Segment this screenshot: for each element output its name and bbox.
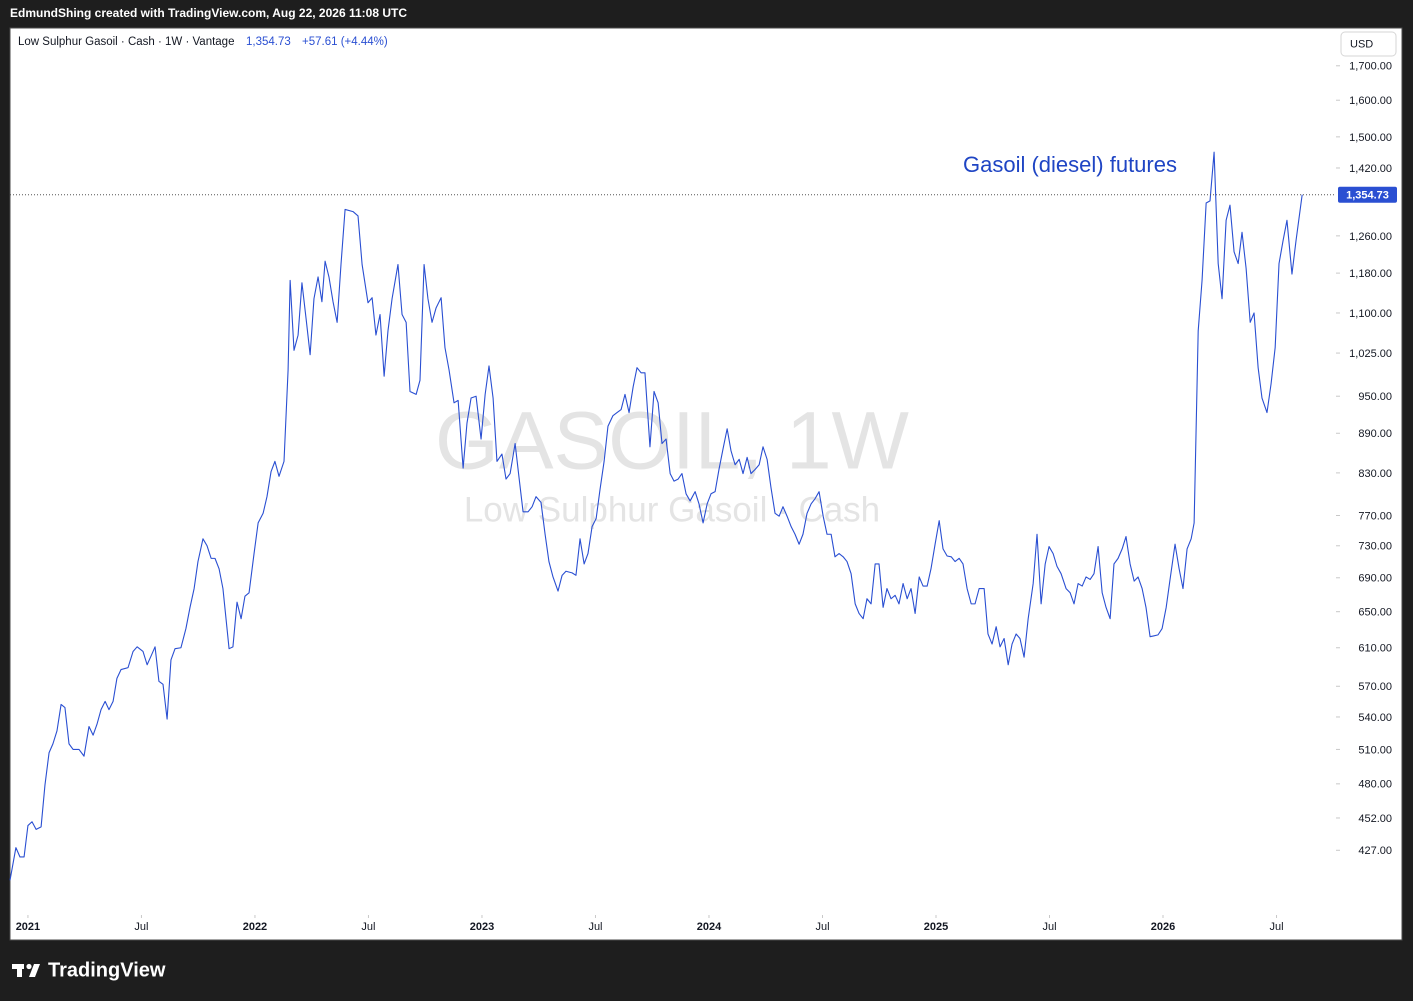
byline: EdmundShing created with TradingView.com…: [10, 6, 407, 20]
x-tick-label: Jul: [1042, 921, 1056, 933]
y-tick-label: 690.00: [1358, 573, 1392, 585]
last-price-marker: [1338, 186, 1397, 203]
y-tick-label: 452.00: [1358, 813, 1392, 825]
watermark-subtitle: Low Sulphur Gasoil · Cash: [464, 490, 880, 529]
y-tick-label: 1,260.00: [1349, 231, 1392, 243]
y-tick-label: 570.00: [1358, 681, 1392, 693]
y-tick-label: 510.00: [1358, 744, 1392, 756]
x-tick-label: 2026: [1151, 921, 1175, 933]
x-tick-label: Jul: [361, 921, 375, 933]
y-tick-label: 540.00: [1358, 712, 1392, 724]
logo-shape: [26, 963, 32, 970]
x-tick-label: 2023: [470, 921, 494, 933]
watermark-title: GASOIL, 1W: [435, 396, 910, 487]
y-tick-label: 1,025.00: [1349, 348, 1392, 360]
y-tick-label: 950.00: [1358, 391, 1392, 403]
x-tick-label: Jul: [815, 921, 829, 933]
x-tick-label: 2025: [924, 921, 948, 933]
y-tick-label: 830.00: [1358, 468, 1392, 480]
header-change: +57.61 (+4.44%): [302, 36, 388, 48]
price-line: [9, 151, 1303, 881]
x-tick-label: Jul: [134, 921, 148, 933]
x-tick-label: Jul: [588, 921, 602, 933]
footer-brand: TradingView: [48, 959, 166, 981]
x-tick-label: 2024: [697, 921, 722, 933]
x-tick-label: Jul: [1269, 921, 1283, 933]
logo-shape: [17, 964, 22, 977]
y-tick-label: 1,420.00: [1349, 163, 1392, 175]
y-tick-label: 650.00: [1358, 607, 1392, 619]
last-price-label: 1,354.73: [1346, 190, 1389, 202]
header-price: 1,354.73: [246, 36, 291, 48]
currency[interactable]: USD: [1350, 38, 1373, 50]
x-tick-label: 2022: [243, 921, 267, 933]
logo-shape: [29, 964, 40, 977]
y-tick-label: 770.00: [1358, 510, 1392, 522]
y-tick-label: 610.00: [1358, 643, 1392, 655]
chart-panel: [9, 27, 1403, 941]
y-tick-label: 890.00: [1358, 428, 1392, 440]
y-tick-label: 1,500.00: [1349, 132, 1392, 144]
y-tick-label: 427.00: [1358, 845, 1392, 857]
symbol-title: Low Sulphur Gasoil · Cash · 1W · Vantage: [18, 36, 234, 48]
y-tick-label: 1,700.00: [1349, 61, 1392, 73]
footer-logo: [12, 963, 40, 977]
y-tick-label: 1,600.00: [1349, 95, 1392, 107]
y-tick-label: 1,100.00: [1349, 308, 1392, 320]
y-tick-label: 730.00: [1358, 541, 1392, 553]
x-tick-label: 2021: [16, 921, 40, 933]
watermark: GASOIL, 1W Low Sulphur Gasoil · Cash: [435, 396, 910, 530]
currency-box[interactable]: [1340, 31, 1397, 57]
y-tick-label: 480.00: [1358, 779, 1392, 791]
y-tick-label: 1,180.00: [1349, 268, 1392, 280]
annotation: Gasoil (diesel) futures: [963, 152, 1177, 177]
